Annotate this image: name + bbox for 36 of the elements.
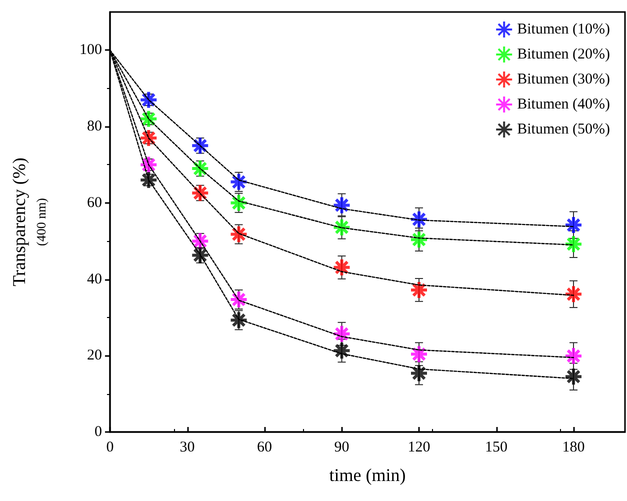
x-tick-label: 150 bbox=[485, 440, 508, 456]
x-axis-title: time (min) bbox=[329, 465, 406, 485]
x-tick-label: 90 bbox=[334, 440, 350, 456]
y-tick-label: 20 bbox=[87, 348, 102, 364]
x-tick-label: 30 bbox=[180, 440, 195, 456]
point bbox=[139, 170, 158, 190]
legend-label: Bitumen (20%) bbox=[517, 46, 610, 62]
point bbox=[564, 367, 583, 386]
point bbox=[410, 364, 428, 383]
point bbox=[410, 344, 428, 364]
y-tick-label: 80 bbox=[87, 118, 102, 135]
point bbox=[564, 284, 583, 304]
point bbox=[410, 210, 428, 229]
x-tick-label: 120 bbox=[408, 440, 430, 456]
point bbox=[564, 216, 583, 235]
y-tick-label: 100 bbox=[80, 42, 102, 58]
x-tick-label: 0 bbox=[106, 440, 114, 456]
legend-label: Bitumen (30%) bbox=[517, 72, 610, 88]
point bbox=[332, 196, 352, 215]
point bbox=[332, 324, 352, 344]
y-tick-label: 40 bbox=[87, 271, 102, 288]
point bbox=[332, 258, 352, 277]
x-tick-label: 60 bbox=[257, 440, 272, 456]
y-tick-label: 60 bbox=[87, 194, 102, 211]
y-axis-title: Transparency (%) (400 nm) bbox=[9, 158, 48, 286]
legend-label: Bitumen (50%) bbox=[517, 122, 610, 138]
y-tick-label: 0 bbox=[94, 424, 102, 440]
point bbox=[410, 230, 428, 250]
legend-label: Bitumen (10%) bbox=[517, 22, 610, 38]
point bbox=[564, 234, 583, 254]
point bbox=[332, 341, 352, 360]
x-tick-label: 180 bbox=[562, 440, 585, 456]
point bbox=[564, 346, 583, 366]
point bbox=[410, 280, 428, 300]
point bbox=[332, 218, 352, 237]
legend-label: Bitumen (40%) bbox=[517, 96, 610, 112]
